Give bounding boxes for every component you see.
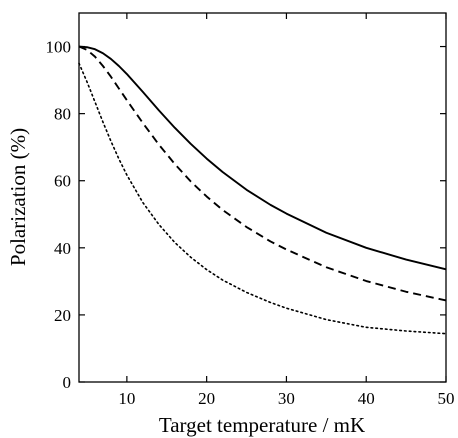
ticks-layer: 10 20 30 40 50 0 20 40 60 80 100 [46, 13, 455, 408]
y-tick-label: 0 [63, 373, 72, 392]
x-tick-label: 40 [358, 389, 375, 408]
x-axis-title: Target temperature / mK [159, 413, 365, 437]
x-tick-label: 20 [198, 389, 215, 408]
series-line-dotted [78, 62, 447, 335]
y-tick-label: 80 [54, 105, 71, 124]
y-tick-label: 20 [54, 306, 71, 325]
series-line-solid [78, 45, 447, 271]
x-tick-label: 50 [438, 389, 455, 408]
y-axis-title: Polarization (%) [6, 128, 30, 266]
x-tick-label: 30 [278, 389, 295, 408]
x-tick-label: 10 [118, 389, 135, 408]
y-tick-label: 40 [54, 239, 71, 258]
series-line-dashed [78, 45, 447, 302]
plot-frame [78, 12, 447, 383]
curves-layer [78, 45, 447, 335]
y-tick-label: 60 [54, 172, 71, 191]
y-tick-label: 100 [46, 38, 72, 57]
